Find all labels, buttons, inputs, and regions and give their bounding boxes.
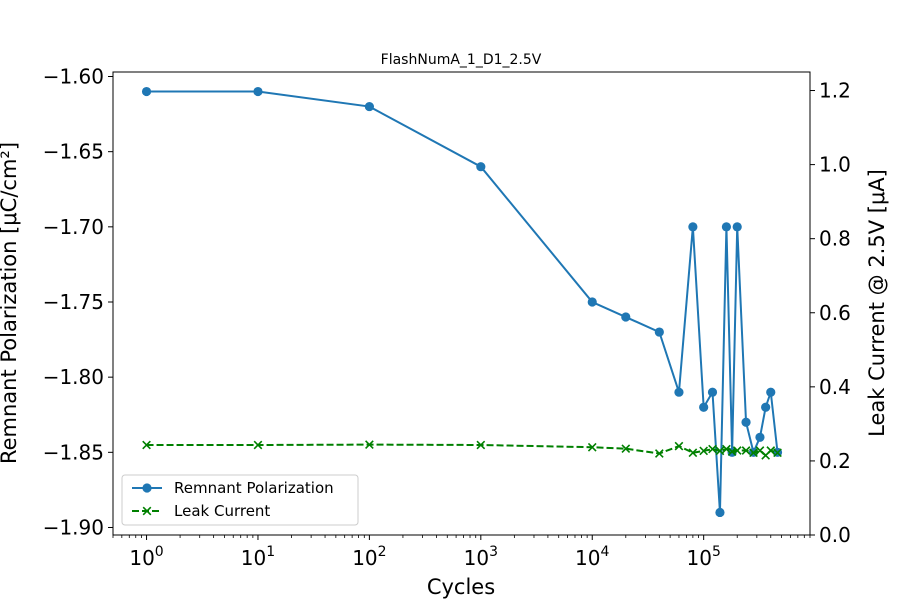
legend: Remnant Polarization Leak Current xyxy=(121,474,359,526)
data-point xyxy=(141,86,152,97)
x-axis-label: Cycles xyxy=(427,575,495,599)
legend-marker xyxy=(142,506,152,516)
series-line-leak-current xyxy=(146,443,778,457)
data-point xyxy=(654,327,664,337)
y-tick-label-left: −1.80 xyxy=(43,365,104,389)
data-point xyxy=(761,402,771,412)
y-axis-label-right: Leak Current @ 2.5V [μA] xyxy=(865,169,889,437)
data-point xyxy=(715,446,725,456)
data-point xyxy=(674,387,684,397)
plot-frame xyxy=(112,71,811,536)
plot-layer xyxy=(141,86,783,518)
legend-marker xyxy=(142,483,152,493)
data-point xyxy=(688,448,698,458)
y-tick-label-left: −1.90 xyxy=(43,515,104,539)
data-point xyxy=(587,297,597,307)
x-tick-label: 104 xyxy=(575,544,609,570)
data-point xyxy=(476,440,486,450)
data-point xyxy=(587,442,597,452)
y-axis-label-left: Remnant Polarization [μC/cm²] xyxy=(0,142,21,464)
data-point xyxy=(732,446,742,455)
y-tick-label-left: −1.60 xyxy=(43,65,104,89)
y-tick-label-right: 1.0 xyxy=(819,153,851,177)
ticks-layer: 100 101 102 103 104 105 −1.60 −1.65 −1.70 −1.75 −1… xyxy=(43,65,851,570)
x-tick-label: 100 xyxy=(129,544,163,570)
y-tick-label-right: 1.2 xyxy=(819,79,851,103)
axes-layer xyxy=(112,71,811,536)
x-tick-label: 105 xyxy=(686,544,720,570)
y-tick-label-right: 0.2 xyxy=(819,449,851,473)
data-point xyxy=(142,440,151,450)
legend-label: Leak Current xyxy=(174,502,270,520)
legend-box xyxy=(121,474,359,526)
y-tick-label-right: 0.4 xyxy=(819,375,851,399)
data-point xyxy=(621,312,631,322)
data-point xyxy=(708,444,717,454)
data-point xyxy=(654,449,664,458)
y-tick-label-right: 0.0 xyxy=(819,523,851,547)
data-point xyxy=(721,222,732,232)
y-tick-label-left: −1.85 xyxy=(43,440,104,464)
data-point xyxy=(364,101,374,112)
data-point xyxy=(773,448,782,458)
data-point xyxy=(699,446,709,456)
data-point xyxy=(476,162,486,172)
y-tick-label-left: −1.70 xyxy=(43,215,104,239)
data-point xyxy=(715,507,725,518)
data-point xyxy=(707,387,718,397)
chart-title: FlashNumA_1_D1_2.5V xyxy=(381,52,542,68)
x-tick-label: 101 xyxy=(241,544,275,570)
y-tick-label-left: −1.65 xyxy=(43,140,104,164)
y-tick-label-left: −1.75 xyxy=(43,290,104,314)
data-point xyxy=(766,446,776,455)
x-tick-label: 103 xyxy=(464,544,498,570)
data-point xyxy=(688,222,698,232)
y-tick-label-right: 0.6 xyxy=(819,301,851,325)
x-tick-label: 102 xyxy=(352,544,386,570)
data-point xyxy=(699,402,709,412)
data-point xyxy=(253,440,263,450)
data-point xyxy=(749,448,758,458)
data-point xyxy=(741,446,751,455)
data-point xyxy=(674,441,684,451)
data-point xyxy=(766,387,776,397)
y-tick-label-right: 0.8 xyxy=(819,227,851,251)
data-point xyxy=(365,440,374,449)
data-point xyxy=(732,222,742,232)
data-point xyxy=(741,417,751,427)
data-point xyxy=(621,444,631,454)
data-point xyxy=(722,444,731,454)
data-point xyxy=(755,432,765,442)
legend-label: Remnant Polarization xyxy=(174,479,334,497)
data-point xyxy=(253,86,263,97)
